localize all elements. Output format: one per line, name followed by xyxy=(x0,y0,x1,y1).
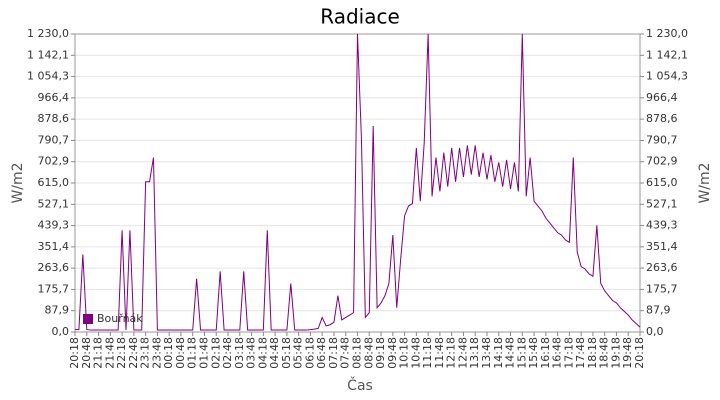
x-tick-label: 05:48 xyxy=(292,337,305,369)
y-tick-label: 175,7 xyxy=(38,282,70,295)
y2-tick-label: 790,7 xyxy=(646,133,678,146)
y-tick-label: 966,4 xyxy=(38,91,70,104)
x-tick-label: 06:18 xyxy=(303,337,316,369)
y-tick-label: 0,0 xyxy=(52,325,70,338)
y-tick-label: 351,4 xyxy=(38,240,70,253)
x-tick-label: 22:48 xyxy=(127,337,140,369)
x-tick-label: 11:18 xyxy=(421,337,434,369)
x-tick-label: 01:18 xyxy=(186,337,199,369)
y-tick-label: 878,6 xyxy=(38,112,70,125)
x-tick-label: 13:48 xyxy=(480,337,493,369)
x-tick-label: 20:48 xyxy=(80,337,93,369)
x-tick-label: 17:48 xyxy=(574,337,587,369)
x-tick-label: 10:18 xyxy=(398,337,411,369)
x-tick-label: 04:48 xyxy=(268,337,281,369)
x-tick-label: 18:48 xyxy=(598,337,611,369)
x-tick-label: 15:48 xyxy=(527,337,540,369)
y2-tick-label: 263,6 xyxy=(646,261,678,274)
y-tick-label: 527,1 xyxy=(38,197,70,210)
legend-swatch xyxy=(83,314,93,324)
y-tick-label: 439,3 xyxy=(38,219,70,232)
y-tick-label: 615,0 xyxy=(38,176,70,189)
y2-tick-label: 1 142,1 xyxy=(646,48,688,61)
x-tick-label: 23:48 xyxy=(150,337,163,369)
x-tick-label: 02:48 xyxy=(221,337,234,369)
x-tick-label: 20:18 xyxy=(633,337,646,369)
y2-tick-label: 702,9 xyxy=(646,155,678,168)
y2-tick-label: 0,0 xyxy=(646,325,664,338)
y2-axis-label: W/m2 xyxy=(697,162,713,203)
x-tick-label: 03:18 xyxy=(233,337,246,369)
chart-title: Radiace xyxy=(320,5,400,29)
x-tick-label: 08:18 xyxy=(351,337,364,369)
y2-tick-label: 966,4 xyxy=(646,91,678,104)
x-tick-label: 14:18 xyxy=(492,337,505,369)
x-tick-label: 17:18 xyxy=(562,337,575,369)
y2-tick-label: 351,4 xyxy=(646,240,678,253)
x-tick-label: 15:18 xyxy=(515,337,528,369)
x-tick-label: 14:48 xyxy=(504,337,517,369)
y2-tick-label: 527,1 xyxy=(646,197,678,210)
y-tick-label: 790,7 xyxy=(38,133,70,146)
x-tick-label: 16:18 xyxy=(539,337,552,369)
x-tick-label: 12:18 xyxy=(445,337,458,369)
x-tick-label: 00:48 xyxy=(174,337,187,369)
x-tick-label: 06:48 xyxy=(315,337,328,369)
x-tick-label: 20:18 xyxy=(68,337,81,369)
legend-label: Bouřňák xyxy=(97,312,143,325)
x-tick-label: 19:18 xyxy=(609,337,622,369)
x-tick-label: 04:18 xyxy=(256,337,269,369)
x-tick-label: 05:18 xyxy=(280,337,293,369)
x-tick-label: 03:48 xyxy=(245,337,258,369)
x-tick-label: 02:18 xyxy=(209,337,222,369)
y-tick-label: 1 230,0 xyxy=(27,27,69,40)
x-tick-label: 16:48 xyxy=(551,337,564,369)
x-tick-label: 13:18 xyxy=(468,337,481,369)
x-tick-label: 21:48 xyxy=(103,337,116,369)
x-tick-label: 01:48 xyxy=(197,337,210,369)
x-axis-label: Čas xyxy=(347,376,373,394)
x-tick-label: 07:48 xyxy=(339,337,352,369)
line-series xyxy=(75,33,641,331)
y2-tick-label: 1 054,3 xyxy=(646,70,688,83)
x-tick-label: 08:48 xyxy=(362,337,375,369)
x-tick-label: 09:48 xyxy=(386,337,399,369)
x-tick-label: 00:18 xyxy=(162,337,175,369)
y2-tick-label: 87,9 xyxy=(646,304,671,317)
y-tick-label: 87,9 xyxy=(45,304,70,317)
x-tick-label: 19:48 xyxy=(621,337,634,369)
x-tick-label: 12:48 xyxy=(456,337,469,369)
x-tick-label: 21:18 xyxy=(92,337,105,369)
y-axis-label: W/m2 xyxy=(10,162,26,203)
x-tick-label: 18:18 xyxy=(586,337,599,369)
x-tick-label: 22:18 xyxy=(115,337,128,369)
x-tick-label: 23:18 xyxy=(139,337,152,369)
y2-tick-label: 175,7 xyxy=(646,282,678,295)
y-tick-label: 702,9 xyxy=(38,155,70,168)
x-tick-label: 10:48 xyxy=(409,337,422,369)
x-tick-label: 09:18 xyxy=(374,337,387,369)
y-tick-label: 263,6 xyxy=(38,261,70,274)
x-tick-label: 11:48 xyxy=(433,337,446,369)
y2-tick-label: 439,3 xyxy=(646,219,678,232)
y2-tick-label: 878,6 xyxy=(646,112,678,125)
y2-tick-label: 1 230,0 xyxy=(646,27,688,40)
y-tick-label: 1 054,3 xyxy=(27,70,69,83)
y2-tick-label: 615,0 xyxy=(646,176,678,189)
y-tick-label: 1 142,1 xyxy=(27,48,69,61)
x-tick-label: 07:18 xyxy=(327,337,340,369)
